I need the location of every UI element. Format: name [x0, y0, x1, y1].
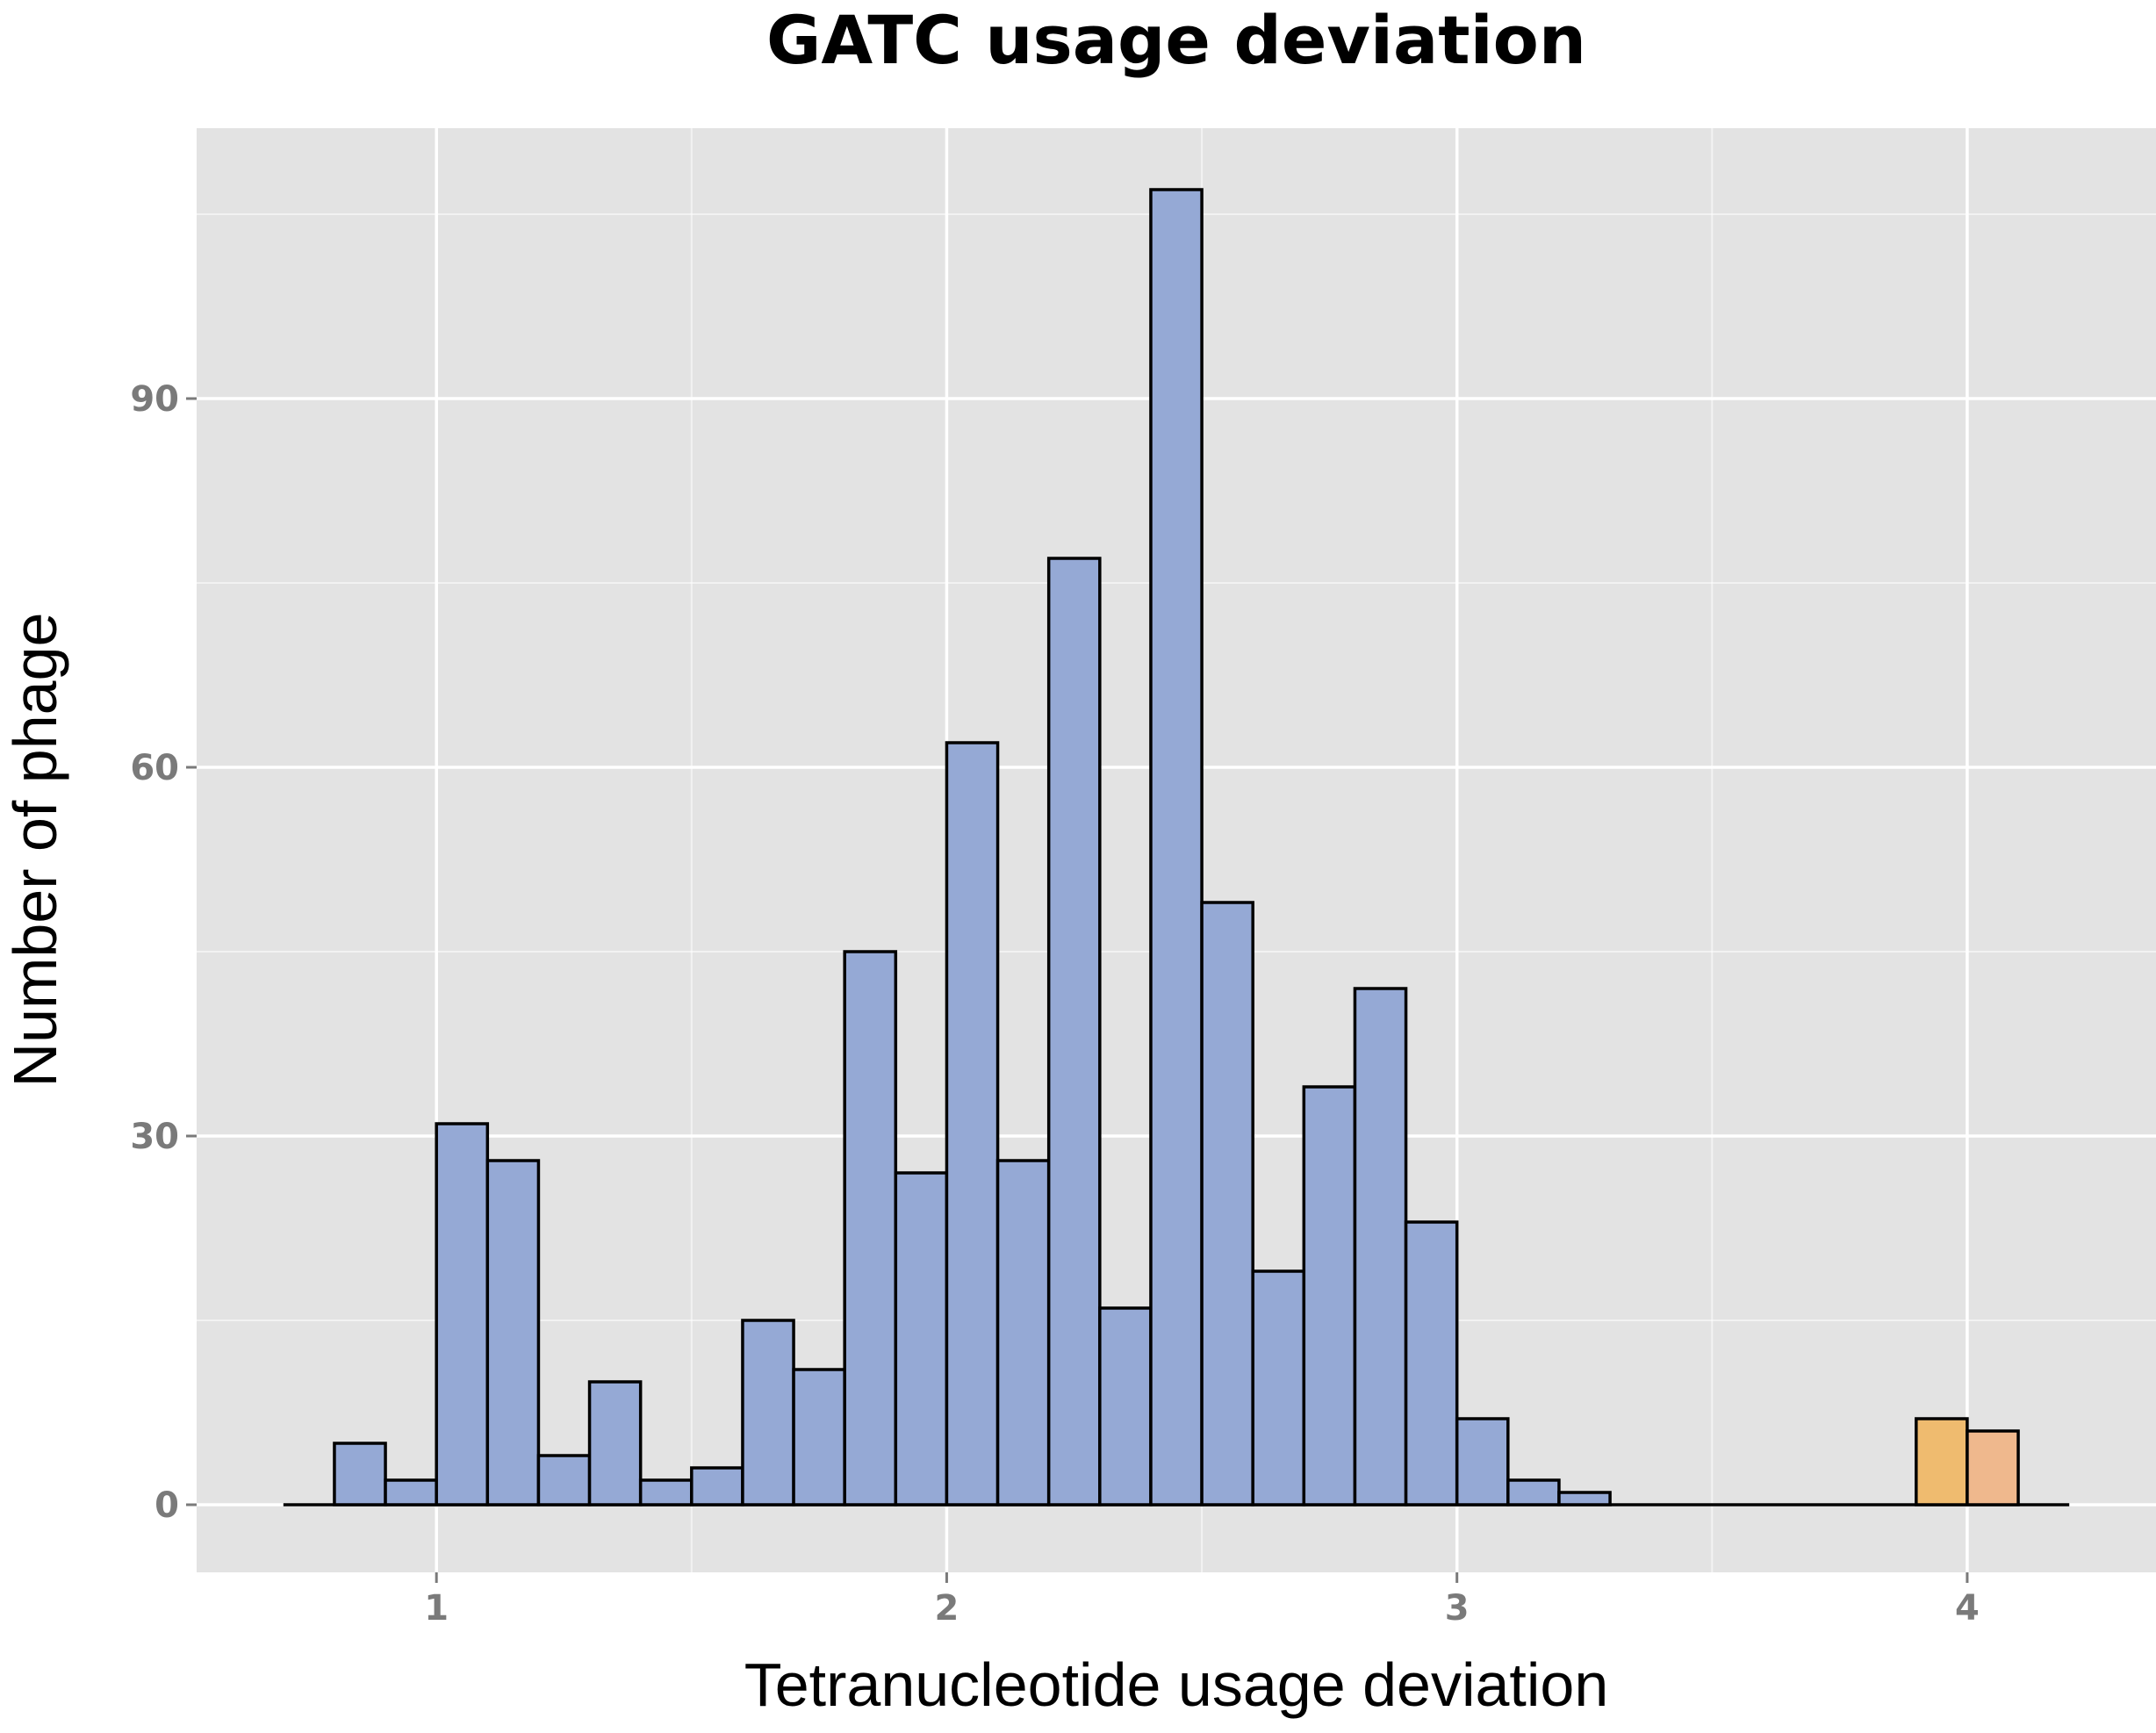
histogram-bar: [1455, 1417, 1510, 1506]
histogram-bar: [1353, 987, 1408, 1506]
histogram-bar: [1506, 1478, 1561, 1506]
x-tick-label: 4: [1955, 1588, 1980, 1629]
histogram-bar: [1966, 1429, 2020, 1506]
histogram-bar: [741, 1319, 795, 1506]
x-tick-label: 1: [424, 1588, 449, 1629]
x-axis-title: Tetranucleotide usage deviation: [744, 1650, 1609, 1719]
histogram-bar: [333, 1442, 387, 1506]
histogram-bar: [945, 741, 1000, 1506]
histogram-bar: [1200, 901, 1254, 1506]
histogram-bar: [894, 1171, 949, 1506]
histogram-bar: [384, 1478, 438, 1506]
histogram-bar: [485, 1159, 541, 1506]
histogram-bar: [1098, 1306, 1153, 1506]
histogram-bar: [995, 1159, 1051, 1506]
y-tick-label: 30: [130, 1117, 179, 1157]
x-tick-label: 3: [1445, 1588, 1470, 1629]
x-tick-label: 2: [935, 1588, 959, 1629]
histogram-bar: [690, 1466, 744, 1506]
histogram-bar: [536, 1454, 592, 1506]
histogram-bar: [792, 1368, 846, 1506]
histogram-bar: [638, 1478, 694, 1506]
chart-title: GATC usage deviation: [766, 1, 1586, 79]
x-axis-ticks: 1 2 3 4: [424, 1572, 1980, 1629]
y-axis-ticks: 0 30 60 90: [130, 379, 197, 1526]
y-axis-title: Number of phage: [1, 613, 69, 1088]
y-tick-label: 60: [130, 748, 179, 788]
histogram-bar: [1302, 1085, 1357, 1506]
y-tick-label: 90: [130, 379, 179, 420]
histogram-bar: [1557, 1491, 1612, 1506]
y-tick-label: 0: [155, 1485, 179, 1526]
histogram-bar: [1149, 188, 1204, 1506]
histogram-bars: [333, 188, 2020, 1506]
histogram-bar: [843, 950, 898, 1506]
histogram-bar: [1251, 1269, 1306, 1506]
histogram-bar: [435, 1122, 490, 1506]
histogram-bar: [1404, 1220, 1459, 1506]
histogram-bar: [1046, 557, 1102, 1506]
histogram-bar: [587, 1380, 643, 1506]
histogram-bar: [1915, 1417, 1969, 1506]
